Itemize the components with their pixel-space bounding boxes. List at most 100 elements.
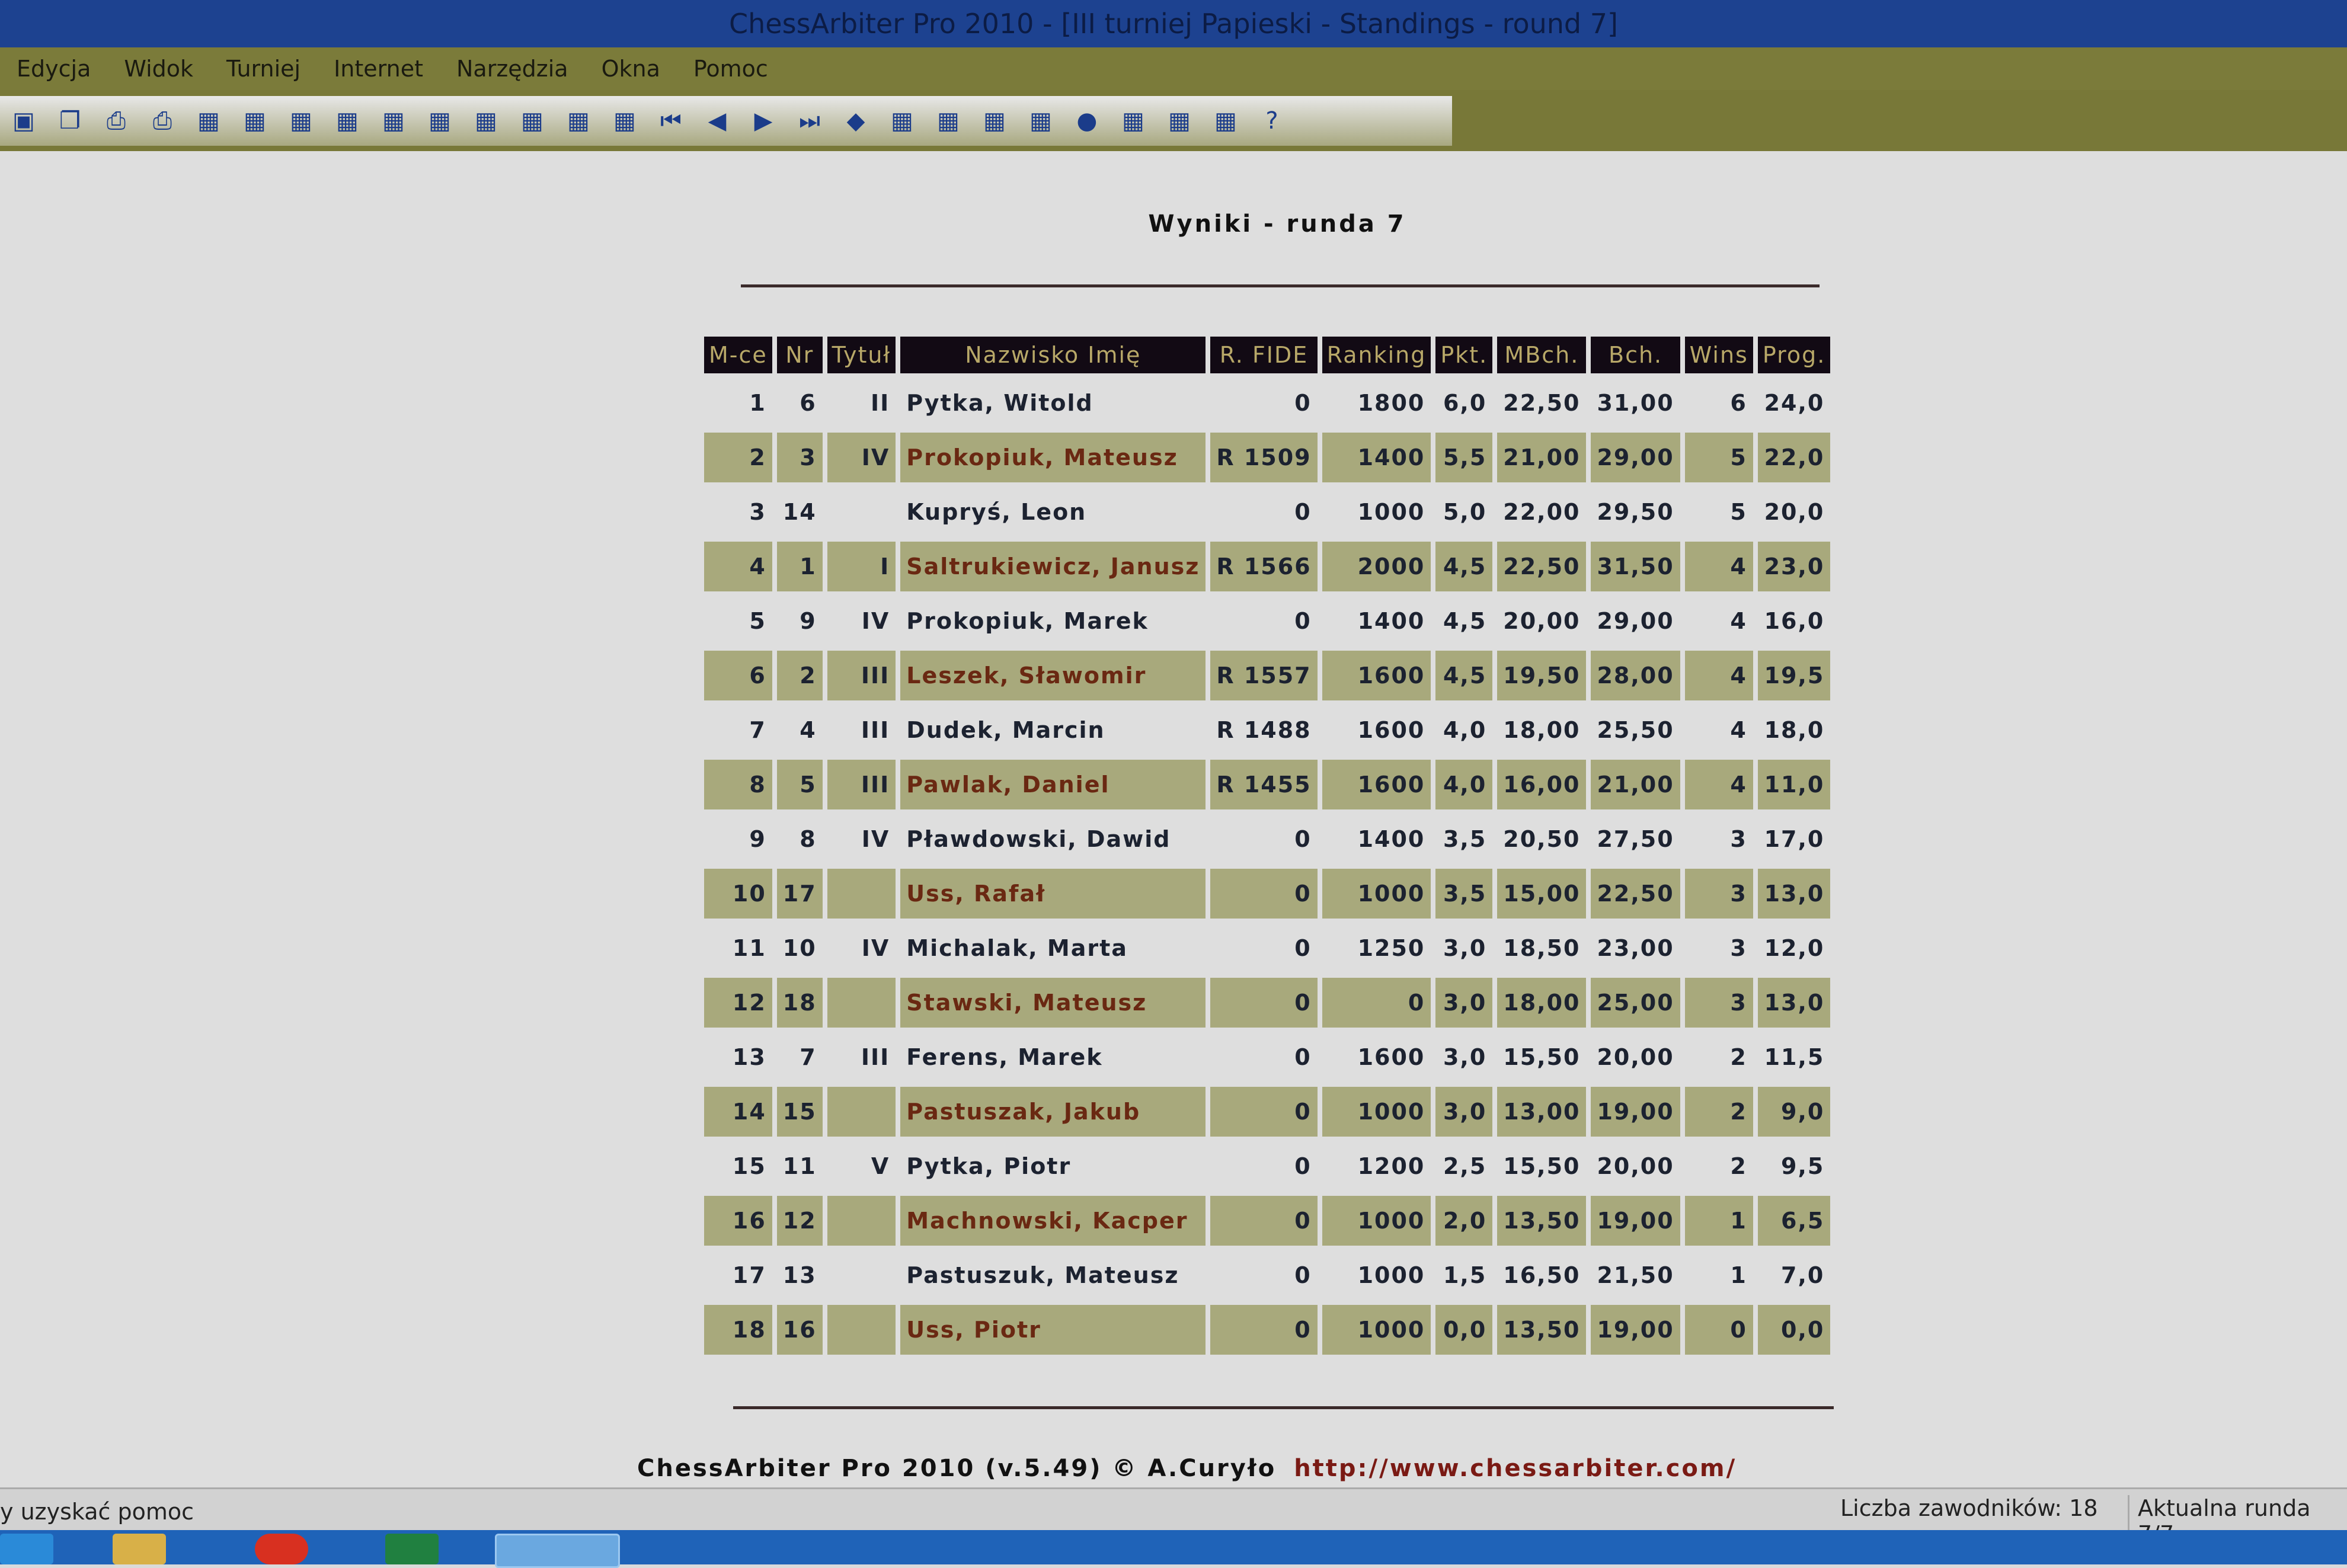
copy-icon[interactable]: ❐ — [59, 107, 81, 135]
menu-edycja[interactable]: Edycja — [17, 56, 91, 82]
chess-icon[interactable]: ▦ — [983, 107, 1006, 135]
cell-mbch: 16,00 — [1497, 760, 1587, 809]
cell-wins: 4 — [1684, 542, 1753, 591]
pairing-icon[interactable]: ▦ — [937, 107, 960, 135]
cell-name: Pawlak, Daniel — [900, 760, 1206, 809]
table-row: 1 6 II Pytka, Witold 0 1800 6,0 22,50 31,00 6 24,0 — [704, 378, 1830, 428]
cell-ranking: 1200 — [1357, 1153, 1425, 1179]
report-footer: ChessArbiter Pro 2010 (v.5.49) © A.Curył… — [637, 1455, 1737, 1482]
print-icon[interactable]: ⎙ — [153, 107, 172, 135]
prev-icon[interactable]: ◀ — [708, 107, 727, 135]
cell-wins: 2 — [1730, 1153, 1747, 1179]
cell-place: 11 — [732, 935, 766, 961]
cell-ranking: 1400 — [1322, 433, 1431, 482]
cell-nr: 13 — [782, 1262, 817, 1288]
cell-fide: 0 — [1210, 1196, 1318, 1246]
cell-fide: R 1488 — [1216, 717, 1312, 743]
cell-points: 6,0 — [1443, 390, 1487, 416]
cell-place: 14 — [704, 1087, 772, 1137]
taskbar-app-icon[interactable] — [385, 1534, 439, 1564]
taskbar-explorer-icon[interactable] — [113, 1534, 166, 1564]
print-preview-icon[interactable]: ⎙ — [107, 107, 126, 135]
cell-mbch: 20,50 — [1503, 826, 1581, 852]
cell-name: Ferens, Marek — [906, 1044, 1103, 1070]
cell-nr: 9 — [800, 608, 817, 634]
help-icon[interactable]: ? — [1265, 107, 1278, 135]
cell-wins: 5 — [1684, 433, 1753, 482]
cell-nr: 18 — [776, 978, 823, 1028]
footer-copyright: ChessArbiter Pro 2010 (v.5.49) © A.Curył… — [637, 1455, 1277, 1482]
cell-ranking: 0 — [1322, 978, 1431, 1028]
cell-bch: 23,00 — [1597, 935, 1674, 961]
cell-prog: 12,0 — [1764, 935, 1825, 961]
taskbar-chessarbiter-icon[interactable] — [495, 1534, 620, 1568]
cell-bch: 19,00 — [1591, 1196, 1680, 1246]
cell-place: 6 — [704, 651, 772, 700]
cell-title: III — [827, 760, 896, 809]
save-icon[interactable]: ▣ — [12, 107, 35, 135]
export-icon[interactable]: ▦ — [244, 107, 266, 135]
cell-points: 4,0 — [1435, 760, 1493, 809]
globe-icon[interactable]: ● — [1076, 107, 1098, 135]
column-header: MBch. — [1497, 337, 1587, 373]
table4-icon[interactable]: ▦ — [475, 107, 497, 135]
cell-prog: 11,0 — [1757, 760, 1831, 809]
edit-icon[interactable]: ▦ — [1029, 107, 1052, 135]
cell-points: 4,5 — [1435, 542, 1493, 591]
cell-points: 4,5 — [1443, 608, 1487, 634]
column-header: Pkt. — [1435, 337, 1493, 373]
first-icon[interactable]: ⏮ — [660, 107, 682, 135]
cell-points: 3,5 — [1435, 869, 1493, 919]
cell-name: Michalak, Marta — [906, 935, 1128, 961]
next-icon[interactable]: ▶ — [754, 107, 773, 135]
table-icon[interactable]: ▦ — [336, 107, 359, 135]
taskbar-ie-icon[interactable] — [0, 1534, 53, 1564]
menu-narzędzia[interactable]: Narzędzia — [456, 56, 568, 82]
cell-fide: 0 — [1210, 1305, 1318, 1355]
cell-mbch: 15,50 — [1503, 1153, 1581, 1179]
cell-bch: 31,00 — [1597, 390, 1674, 416]
cell-ranking: 1800 — [1357, 390, 1425, 416]
cell-fide: 0 — [1294, 390, 1312, 416]
table2-icon[interactable]: ▦ — [382, 107, 405, 135]
menu-widok[interactable]: Widok — [124, 56, 194, 82]
cell-ranking: 1400 — [1357, 826, 1425, 852]
cell-wins: 4 — [1684, 760, 1753, 809]
table5-icon[interactable]: ▦ — [521, 107, 543, 135]
grid2-icon[interactable]: ▦ — [1168, 107, 1191, 135]
cell-fide: 0 — [1294, 935, 1312, 961]
cell-prog: 22,0 — [1757, 433, 1831, 482]
grid-icon[interactable]: ▦ — [1122, 107, 1144, 135]
footer-link[interactable]: http://www.chessarbiter.com/ — [1294, 1455, 1737, 1482]
taskbar — [0, 1530, 2347, 1568]
menu-bar: Edycja Widok Turniej Internet Narzędzia Okna P… — [0, 47, 2347, 90]
page-icon[interactable]: ▦ — [197, 107, 220, 135]
grid3-icon[interactable]: ▦ — [1214, 107, 1237, 135]
swap-icon[interactable]: ◆ — [846, 107, 865, 135]
taskbar-chrome-icon[interactable] — [255, 1534, 308, 1564]
image-icon[interactable]: ▦ — [290, 107, 312, 135]
cell-name: Pastuszak, Jakub — [900, 1087, 1206, 1137]
menu-internet[interactable]: Internet — [334, 56, 423, 82]
column-header: Nr — [776, 337, 823, 373]
cell-prog: 13,0 — [1757, 978, 1831, 1028]
cell-mbch: 21,00 — [1497, 433, 1587, 482]
player-icon[interactable]: ▦ — [891, 107, 913, 135]
last-icon[interactable]: ⏭ — [799, 107, 820, 135]
cell-title — [827, 1087, 896, 1137]
cell-points: 5,5 — [1435, 433, 1493, 482]
menu-pomoc[interactable]: Pomoc — [693, 56, 768, 82]
menu-okna[interactable]: Okna — [601, 56, 660, 82]
table3-icon[interactable]: ▦ — [429, 107, 451, 135]
cell-fide: R 1509 — [1210, 433, 1318, 482]
cell-place: 4 — [704, 542, 772, 591]
toolbar-buttons: ▣ ❐ ⎙ ⎙ ▦ ▦ ▦ ▦ ▦ ▦ ▦ ▦ ▦ ▦ ⏮ ◀ ▶ ⏭ ◆ ▦ ▦ ▦ ▦ ● ▦ ▦ ▦? — [0, 96, 1452, 146]
cell-ranking: 1600 — [1322, 651, 1431, 700]
folder-icon[interactable]: ▦ — [567, 107, 590, 135]
cell-bch: 19,00 — [1591, 1305, 1680, 1355]
cell-fide: R 1557 — [1210, 651, 1318, 700]
cell-points: 5,0 — [1443, 499, 1487, 525]
document-icon[interactable]: ▦ — [613, 107, 636, 135]
menu-turniej[interactable]: Turniej — [226, 56, 301, 82]
column-header: Bch. — [1591, 337, 1680, 373]
